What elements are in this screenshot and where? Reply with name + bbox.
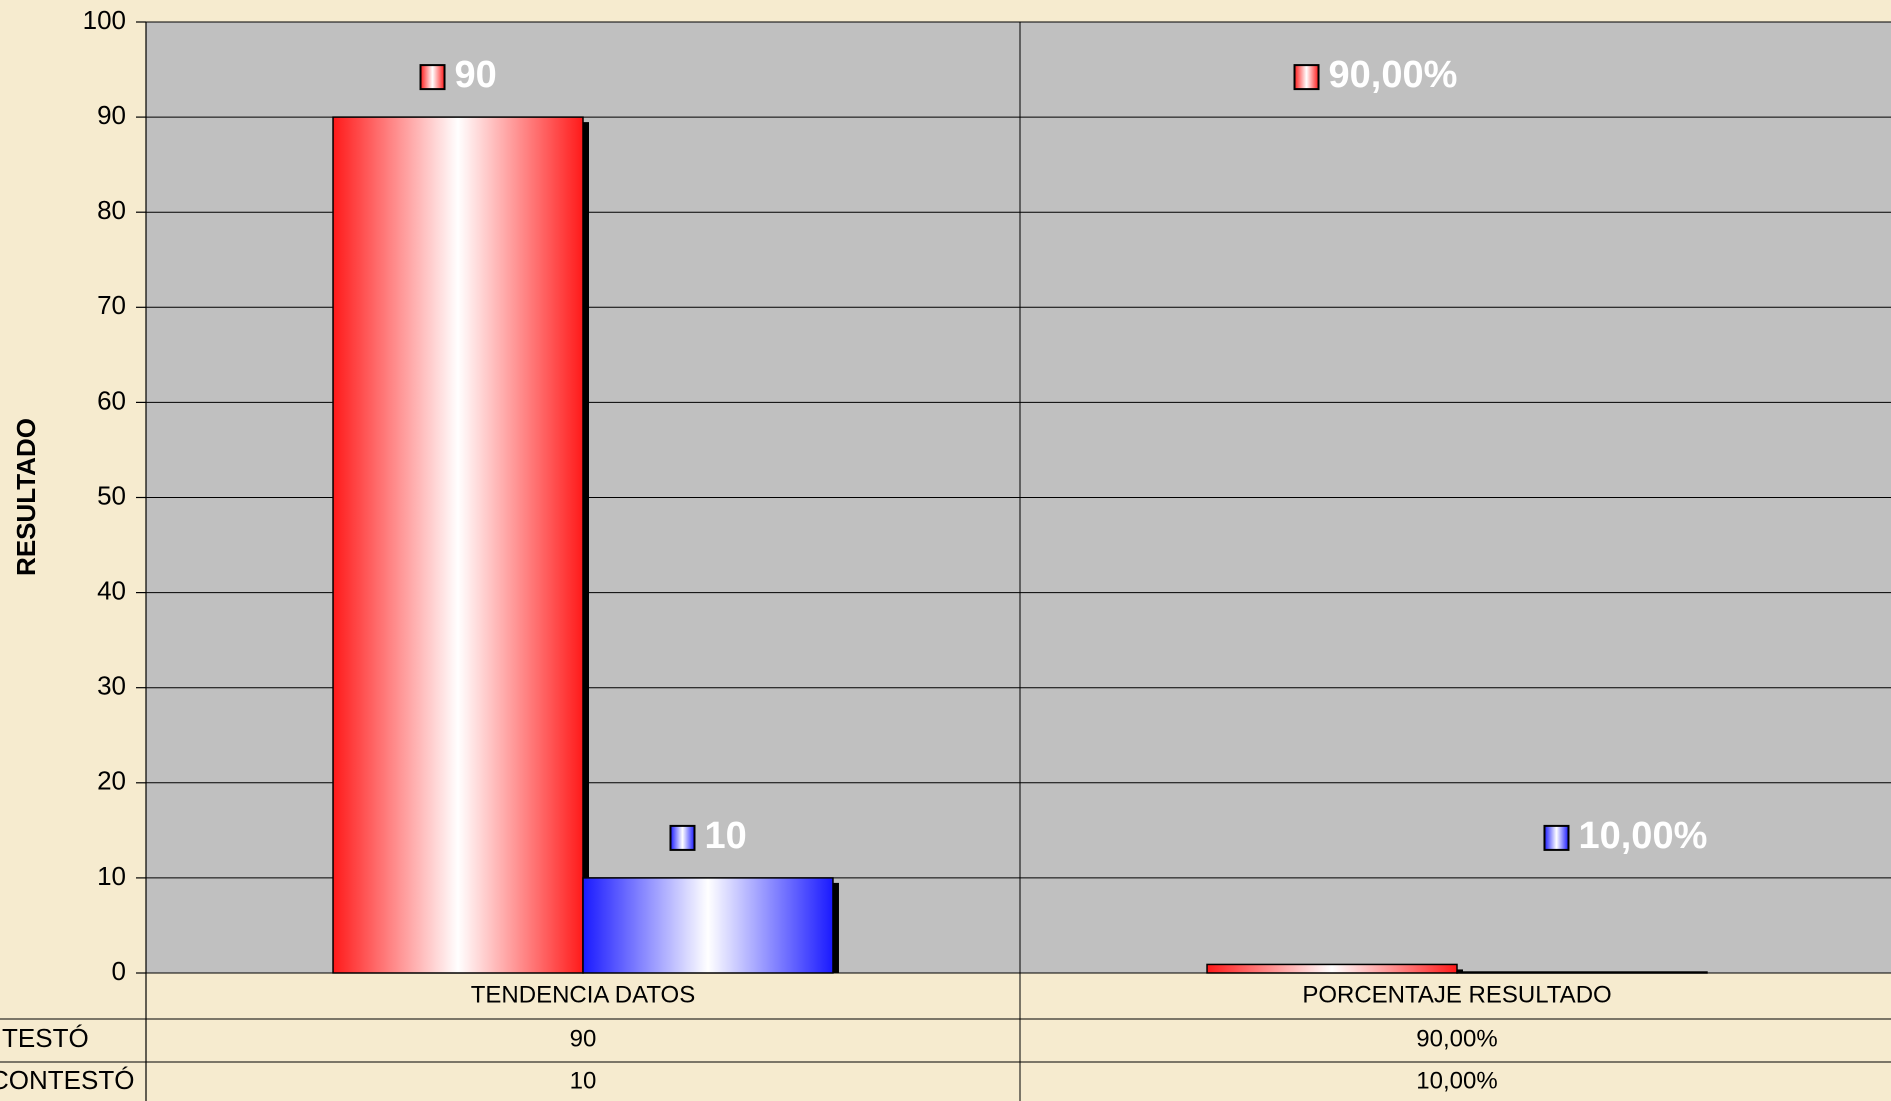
y-tick-label: 60 <box>97 385 126 415</box>
y-tick-label: 30 <box>97 671 126 701</box>
data-label: 90 <box>455 54 497 96</box>
y-tick-label: 50 <box>97 480 126 510</box>
y-tick-label: 80 <box>97 195 126 225</box>
y-tick-label: 70 <box>97 290 126 320</box>
y-tick-label: 100 <box>83 5 126 35</box>
bar <box>1456 971 1708 974</box>
y-tick-label: 10 <box>97 861 126 891</box>
label-marker <box>419 64 446 91</box>
bar <box>582 877 834 974</box>
table-cell: 10,00% <box>1416 1067 1497 1094</box>
bar <box>1206 963 1458 974</box>
data-label: 10,00% <box>1578 815 1707 857</box>
data-label: 90,00% <box>1329 54 1458 96</box>
y-tick-label: 90 <box>97 100 126 130</box>
label-marker <box>1543 824 1570 851</box>
table-cell: 90 <box>570 1025 597 1052</box>
table-cell: 90,00% <box>1416 1025 1497 1052</box>
data-label: 10 <box>704 815 746 857</box>
table-cell: 10 <box>570 1067 597 1094</box>
label-marker <box>669 824 696 851</box>
legend-label: CONTESTÓ <box>0 1065 134 1095</box>
x-tick-label: PORCENTAJE RESULTADO <box>1302 981 1611 1008</box>
bar <box>332 116 584 974</box>
label-marker <box>1293 64 1320 91</box>
y-tick-label: 0 <box>112 956 126 986</box>
y-axis-label: RESULTADO <box>11 418 41 576</box>
y-tick-label: 40 <box>97 575 126 605</box>
y-tick-label: 20 <box>97 766 126 796</box>
legend-label: TESTÓ <box>2 1023 89 1053</box>
x-tick-label: TENDENCIA DATOS <box>471 981 695 1008</box>
